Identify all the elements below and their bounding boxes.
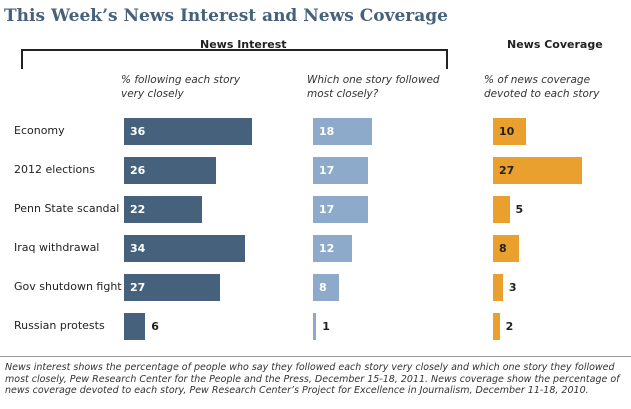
category-label-economy: Economy [14, 124, 65, 137]
value-label-most-closely-iraq-withdrawal: 12 [319, 242, 335, 255]
bar-most-closely-2012-elections [313, 157, 369, 184]
footnote-line3: news coverage devoted to each story, Pew… [5, 385, 589, 396]
following-subheader: % following each story very closely [121, 73, 240, 101]
which-story-subheader: Which one story followed most closely? [307, 73, 440, 101]
news-interest-bracket [21, 49, 448, 69]
which-subheader-line2: most closely? [307, 88, 379, 100]
chart-title: This Week’s News Interest and News Cover… [4, 6, 448, 26]
value-label-most-closely-economy: 18 [319, 125, 335, 138]
bar-following-gov-shutdown-fight [124, 274, 220, 301]
which-subheader-line1: Which one story followed [307, 74, 440, 86]
following-subheader-line1: % following each story [121, 74, 241, 86]
category-label-russian-protests: Russian protests [14, 319, 105, 332]
value-label-following-iraq-withdrawal: 34 [130, 242, 146, 255]
value-label-following-gov-shutdown-fight: 27 [130, 281, 146, 294]
bar-coverage-iraq-withdrawal [493, 235, 520, 262]
value-label-following-penn-state-scandal: 22 [130, 203, 146, 216]
value-label-coverage-economy: 10 [499, 125, 515, 138]
bar-coverage-penn-state-scandal [493, 196, 510, 223]
value-label-most-closely-penn-state-scandal: 17 [319, 203, 335, 216]
bar-most-closely-economy [313, 118, 372, 145]
coverage-subheader: % of news coverage devoted to each story [484, 73, 599, 101]
value-label-most-closely-2012-elections: 17 [319, 164, 335, 177]
bar-most-closely-russian-protests [313, 313, 317, 340]
coverage-subheader-line2: devoted to each story [484, 88, 600, 100]
bar-most-closely-penn-state-scandal [313, 196, 369, 223]
bar-coverage-economy [493, 118, 526, 145]
value-label-most-closely-russian-protests: 1 [322, 320, 330, 333]
footnote: News interest shows the percentage of pe… [5, 362, 627, 397]
value-label-coverage-russian-protests: 2 [505, 320, 514, 333]
category-label-iraq-withdrawal: Iraq withdrawal [14, 241, 100, 254]
bar-most-closely-iraq-withdrawal [313, 235, 352, 262]
bar-following-russian-protests [124, 313, 146, 340]
footnote-line1: News interest shows the percentage of pe… [5, 362, 615, 373]
value-label-following-economy: 36 [130, 125, 146, 138]
bar-following-economy [124, 118, 252, 145]
category-label-penn-state-scandal: Penn State scandal [14, 202, 120, 215]
following-subheader-line2: very closely [121, 88, 184, 100]
value-label-most-closely-gov-shutdown-fight: 8 [319, 281, 327, 294]
value-label-following-russian-protests: 6 [151, 320, 159, 333]
bar-most-closely-gov-shutdown-fight [313, 274, 339, 301]
coverage-subheader-line1: % of news coverage [484, 74, 591, 86]
value-label-coverage-gov-shutdown-fight: 3 [508, 281, 517, 294]
value-label-following-2012-elections: 26 [130, 164, 146, 177]
bar-coverage-2012-elections [493, 157, 583, 184]
bar-coverage-gov-shutdown-fight [493, 274, 503, 301]
value-label-coverage-iraq-withdrawal: 8 [499, 242, 507, 255]
value-label-coverage-2012-elections: 27 [499, 164, 515, 177]
news-coverage-header: News Coverage [507, 38, 603, 51]
footnote-line2: most closely, Pew Research Center for th… [5, 373, 620, 385]
news-interest-header: News Interest [200, 38, 287, 51]
bar-coverage-russian-protests [493, 313, 500, 340]
category-label-2012-elections: 2012 elections [14, 163, 95, 176]
bar-following-2012-elections [124, 157, 217, 184]
category-label-gov-shutdown-fight: Gov shutdown fight [14, 280, 122, 293]
value-label-coverage-penn-state-scandal: 5 [515, 203, 524, 216]
bar-following-iraq-withdrawal [124, 235, 245, 262]
bar-following-penn-state-scandal [124, 196, 203, 223]
footnote-divider [0, 356, 631, 357]
